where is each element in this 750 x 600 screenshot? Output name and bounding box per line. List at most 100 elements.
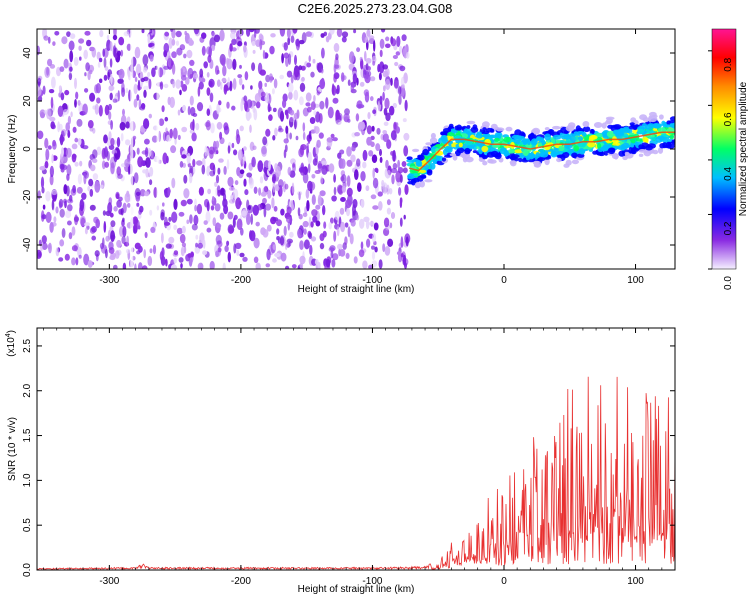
ridge-blob xyxy=(419,169,427,174)
noise-speckle xyxy=(96,146,102,156)
noise-speckle xyxy=(205,210,211,223)
noise-speckle xyxy=(363,216,370,223)
noise-speckle xyxy=(219,29,225,42)
ridge-blob xyxy=(450,128,456,132)
noise-speckle xyxy=(278,125,282,131)
ridge-blob xyxy=(418,154,425,161)
noise-speckle xyxy=(138,262,143,269)
ridge-blob xyxy=(406,156,413,160)
noise-speckle xyxy=(143,249,146,259)
noise-speckle xyxy=(137,213,142,219)
noise-speckle xyxy=(392,55,398,59)
noise-speckle xyxy=(282,99,287,108)
noise-speckle xyxy=(64,253,70,261)
ridge-blob xyxy=(440,131,445,136)
noise-speckle xyxy=(272,107,277,113)
noise-speckle xyxy=(118,36,125,46)
noise-speckle xyxy=(367,112,371,120)
noise-speckle xyxy=(283,225,287,236)
noise-speckle xyxy=(67,129,71,139)
noise-speckle xyxy=(403,145,409,157)
noise-speckle xyxy=(229,43,233,52)
noise-speckle xyxy=(379,148,382,157)
ridge-blob xyxy=(571,159,580,165)
noise-speckle xyxy=(71,257,76,266)
noise-speckle xyxy=(253,108,258,121)
noise-speckle xyxy=(397,159,400,169)
noise-speckle xyxy=(398,86,402,95)
noise-speckle xyxy=(169,128,173,139)
noise-speckle xyxy=(90,164,96,172)
noise-speckle xyxy=(243,178,247,187)
ridge-blob xyxy=(441,135,448,142)
noise-speckle xyxy=(224,84,229,92)
noise-speckle xyxy=(298,191,301,201)
noise-speckle xyxy=(341,36,347,43)
noise-speckle xyxy=(287,221,290,231)
noise-speckle xyxy=(204,145,208,157)
noise-speckle xyxy=(179,233,186,244)
noise-speckle xyxy=(215,140,220,149)
noise-speckle xyxy=(183,53,187,59)
noise-speckle xyxy=(323,221,327,229)
noise-speckle xyxy=(119,121,126,131)
noise-speckle xyxy=(216,121,223,130)
ridge-blob xyxy=(629,122,635,126)
noise-speckle xyxy=(69,66,73,72)
noise-speckle xyxy=(51,76,56,89)
noise-speckle xyxy=(254,29,257,39)
noise-speckle xyxy=(400,236,404,249)
noise-speckle xyxy=(71,153,77,163)
noise-speckle xyxy=(206,72,210,78)
ridge-blob xyxy=(649,111,657,117)
noise-speckle xyxy=(149,209,153,216)
noise-speckle xyxy=(210,122,215,134)
noise-speckle xyxy=(390,168,398,174)
noise-speckle xyxy=(183,174,188,184)
noise-speckle xyxy=(359,218,365,229)
noise-speckle xyxy=(390,212,396,219)
noise-speckle xyxy=(223,204,229,215)
noise-speckle xyxy=(143,85,149,91)
noise-speckle xyxy=(149,248,153,254)
noise-speckle xyxy=(113,206,118,212)
noise-speckle xyxy=(44,137,49,149)
noise-streak xyxy=(130,29,134,269)
ridge-blob xyxy=(488,159,497,164)
noise-speckle xyxy=(202,239,206,249)
noise-speckle xyxy=(142,169,148,174)
ridge-blob xyxy=(561,135,568,140)
noise-speckle xyxy=(319,242,325,250)
noise-speckle xyxy=(60,92,65,101)
ridge-blob xyxy=(623,128,629,132)
noise-speckle xyxy=(339,249,346,257)
noise-speckle xyxy=(201,32,207,39)
y-tick-label: 2.5 xyxy=(22,339,33,353)
noise-speckle xyxy=(172,127,178,140)
x-tick-label: 0 xyxy=(501,275,507,286)
noise-speckle xyxy=(238,77,243,86)
ridge-blob xyxy=(661,120,666,126)
noise-speckle xyxy=(401,161,407,167)
noise-speckle xyxy=(170,145,177,154)
noise-speckle xyxy=(149,54,154,62)
noise-speckle xyxy=(41,186,45,194)
noise-speckle xyxy=(109,58,113,68)
noise-speckle xyxy=(66,164,72,176)
ridge-blob xyxy=(582,121,590,128)
noise-speckle xyxy=(285,125,289,134)
noise-speckle xyxy=(109,212,114,218)
noise-speckle xyxy=(311,209,318,217)
noise-speckle xyxy=(192,166,196,174)
noise-speckle xyxy=(199,262,203,269)
noise-speckle xyxy=(353,29,357,34)
noise-speckle xyxy=(232,188,239,200)
noise-speckle xyxy=(262,136,268,146)
noise-speckle xyxy=(288,91,293,100)
noise-speckle xyxy=(126,235,129,247)
noise-speckle xyxy=(140,82,143,88)
noise-speckle xyxy=(274,252,281,258)
ridge-blob xyxy=(425,142,433,146)
colorbar-ticks: 0.0 0.2 0.4 0.6 0.8 xyxy=(708,50,734,290)
noise-speckle xyxy=(201,164,206,175)
